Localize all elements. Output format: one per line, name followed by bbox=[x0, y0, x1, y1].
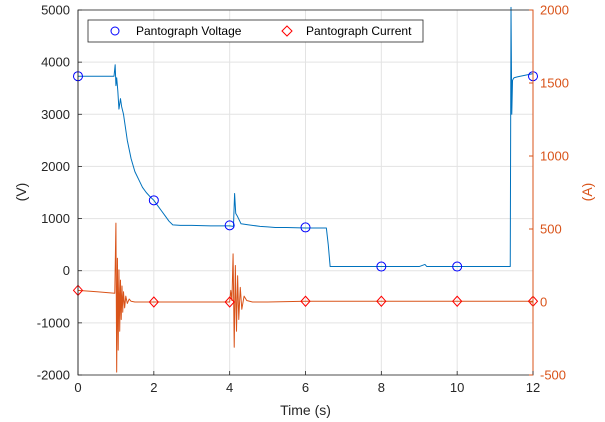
legend-box bbox=[87, 19, 424, 43]
y-right-tick-label-5: 2000 bbox=[540, 3, 569, 18]
series-lines bbox=[77, 6, 534, 373]
y-right-tick-label-4: 1500 bbox=[540, 76, 569, 91]
y-right-tick-label-3: 1000 bbox=[540, 149, 569, 164]
y-left-tick-label-3: 1000 bbox=[41, 211, 70, 226]
voltage-marker-1 bbox=[148, 195, 159, 206]
y-left-tick-label-5: 3000 bbox=[41, 107, 70, 122]
current-marker-3 bbox=[300, 295, 311, 308]
x-tick-label-3: 6 bbox=[302, 380, 309, 395]
x-tick-label-4: 8 bbox=[378, 380, 385, 395]
y-left-tick-label-7: 5000 bbox=[41, 3, 70, 18]
y-right-tick-label-0: -500 bbox=[540, 368, 566, 383]
y-right-tick-label-1: 0 bbox=[540, 295, 547, 310]
series-line-current bbox=[77, 222, 533, 373]
current-marker-1 bbox=[148, 296, 160, 308]
y-right-tick-label-2: 500 bbox=[540, 222, 562, 237]
x-tick-label-1: 2 bbox=[150, 380, 157, 395]
x-tick-label-5: 10 bbox=[450, 380, 464, 395]
voltage-marker-3 bbox=[300, 222, 311, 233]
voltage-marker-5 bbox=[452, 261, 463, 272]
y-left-tick-label-6: 4000 bbox=[41, 55, 70, 70]
y-axis-label-right: (A) bbox=[579, 183, 595, 202]
y-axis-label-left: (V) bbox=[13, 183, 29, 202]
series-line-voltage bbox=[78, 6, 534, 268]
legend: Pantograph Voltage Pantograph Current bbox=[87, 19, 424, 43]
legend-current-label: Pantograph Current bbox=[306, 24, 412, 38]
legend-voltage-label: Pantograph Voltage bbox=[136, 24, 242, 38]
y-left-tick-label-1: -1000 bbox=[37, 315, 70, 330]
x-tick-label-6: 12 bbox=[526, 380, 540, 395]
voltage-marker-4 bbox=[376, 261, 387, 272]
legend-current-marker bbox=[281, 25, 293, 37]
current-marker-2 bbox=[224, 296, 235, 308]
x-tick-label-0: 0 bbox=[74, 380, 81, 395]
y-left-tick-label-2: 0 bbox=[63, 263, 70, 278]
voltage-marker-2 bbox=[224, 220, 235, 231]
x-axis-label: Time (s) bbox=[280, 402, 331, 418]
y-left-tick-label-4: 2000 bbox=[41, 159, 70, 174]
legend-voltage-marker bbox=[110, 26, 120, 36]
current-marker-5 bbox=[451, 295, 463, 308]
ticks: 0 2 4 6 8 10 12-2000-1000010002000300040005000… bbox=[37, 3, 569, 396]
current-marker-4 bbox=[376, 295, 387, 308]
x-tick-label-2: 4 bbox=[226, 380, 233, 395]
y-left-tick-label-0: -2000 bbox=[37, 368, 70, 383]
